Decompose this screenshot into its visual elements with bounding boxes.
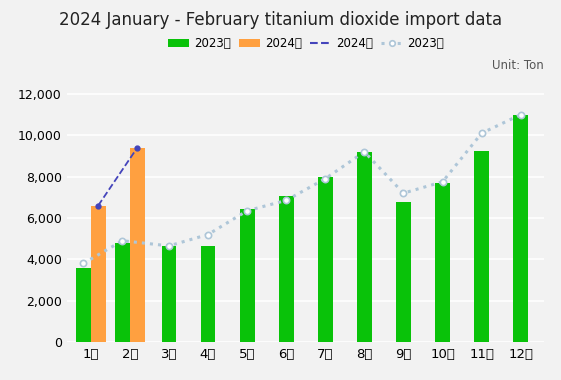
Bar xyxy=(162,246,176,342)
Bar xyxy=(318,177,333,342)
Bar xyxy=(201,246,215,342)
Bar xyxy=(115,243,130,342)
Bar xyxy=(474,151,489,342)
Bar xyxy=(76,268,91,342)
Text: 2024 January - February titanium dioxide import data: 2024 January - February titanium dioxide… xyxy=(59,11,502,29)
Bar xyxy=(240,209,255,342)
Bar xyxy=(396,203,411,342)
Bar xyxy=(513,115,528,342)
Bar xyxy=(279,196,293,342)
Text: Unit: Ton: Unit: Ton xyxy=(493,59,544,72)
Bar xyxy=(91,206,105,342)
Bar xyxy=(357,152,372,342)
Bar xyxy=(435,183,450,342)
Bar xyxy=(130,148,145,342)
Legend: 2023年, 2024年, 2024年, 2023年: 2023年, 2024年, 2024年, 2023年 xyxy=(163,33,448,55)
